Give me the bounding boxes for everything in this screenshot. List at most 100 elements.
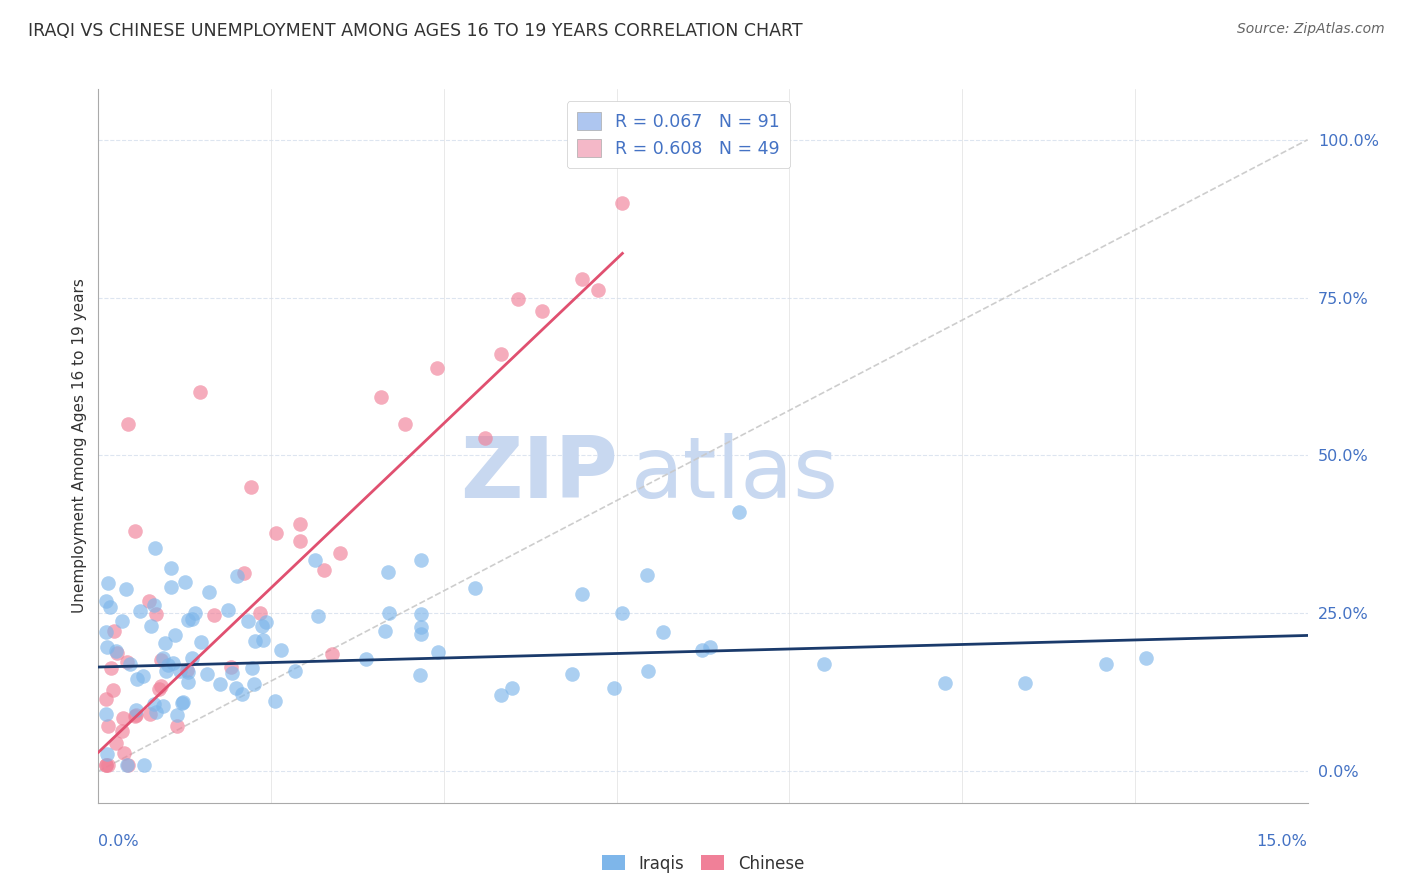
Point	[160, 560, 183, 574]
Point	[111, 614, 134, 628]
Text: ZIP: ZIP	[461, 433, 619, 516]
Point	[571, 272, 593, 286]
Point	[132, 669, 155, 683]
Point	[370, 391, 392, 405]
Point	[139, 619, 162, 633]
Point	[530, 303, 553, 318]
Point	[152, 699, 174, 714]
Point	[132, 758, 155, 772]
Point	[699, 640, 721, 654]
Point	[374, 624, 396, 638]
Point	[143, 698, 166, 712]
Point	[354, 652, 377, 666]
Point	[501, 681, 523, 695]
Point	[690, 642, 713, 657]
Point	[128, 604, 150, 618]
Point	[153, 636, 176, 650]
Point	[934, 675, 956, 690]
Point	[240, 661, 263, 675]
Point	[112, 711, 135, 725]
Point	[728, 505, 751, 519]
Point	[96, 692, 118, 706]
Point	[149, 653, 172, 667]
Point	[96, 758, 118, 772]
Point	[101, 683, 124, 698]
Text: IRAQI VS CHINESE UNEMPLOYMENT AMONG AGES 16 TO 19 YEARS CORRELATION CHART: IRAQI VS CHINESE UNEMPLOYMENT AMONG AGES…	[28, 22, 803, 40]
Point	[377, 566, 399, 580]
Point	[117, 417, 139, 431]
Point	[177, 675, 200, 690]
Point	[329, 545, 352, 559]
Point	[142, 598, 165, 612]
Point	[105, 736, 128, 750]
Point	[127, 672, 149, 686]
Point	[169, 664, 191, 678]
Point	[651, 625, 673, 640]
Point	[97, 576, 120, 591]
Point	[236, 614, 259, 628]
Point	[603, 681, 626, 695]
Legend: Iraqis, Chinese: Iraqis, Chinese	[595, 848, 811, 880]
Point	[1014, 675, 1036, 690]
Point	[1135, 650, 1157, 665]
Point	[217, 603, 239, 617]
Point	[97, 719, 120, 733]
Point	[96, 706, 118, 721]
Point	[426, 361, 449, 376]
Point	[183, 606, 205, 620]
Point	[190, 385, 212, 400]
Point	[474, 431, 496, 445]
Point	[314, 563, 336, 577]
Point	[172, 696, 194, 710]
Point	[378, 606, 401, 620]
Point	[155, 664, 177, 678]
Point	[264, 694, 287, 708]
Point	[176, 663, 198, 677]
Point	[162, 656, 184, 670]
Point	[174, 575, 197, 590]
Point	[117, 758, 139, 772]
Point	[221, 665, 243, 680]
Point	[110, 724, 132, 739]
Point	[813, 657, 835, 671]
Point	[96, 758, 118, 772]
Point	[612, 195, 634, 210]
Text: 0.0%: 0.0%	[98, 834, 139, 849]
Point	[409, 607, 432, 622]
Text: atlas: atlas	[630, 433, 838, 516]
Point	[288, 517, 311, 532]
Point	[100, 661, 122, 675]
Point	[125, 703, 148, 717]
Point	[243, 676, 266, 690]
Point	[120, 657, 142, 671]
Point	[231, 688, 253, 702]
Point	[138, 594, 160, 608]
Point	[249, 606, 271, 620]
Point	[225, 681, 247, 696]
Point	[181, 650, 204, 665]
Point	[117, 758, 139, 772]
Point	[409, 667, 432, 681]
Point	[209, 677, 232, 691]
Point	[571, 587, 593, 601]
Point	[304, 553, 326, 567]
Point	[254, 615, 277, 629]
Point	[252, 633, 274, 648]
Point	[284, 664, 307, 678]
Point	[409, 620, 432, 634]
Point	[181, 612, 204, 626]
Point	[98, 599, 121, 614]
Point	[288, 534, 311, 549]
Legend: R = 0.067   N = 91, R = 0.608   N = 49: R = 0.067 N = 91, R = 0.608 N = 49	[567, 102, 790, 169]
Point	[166, 708, 188, 723]
Point	[612, 607, 634, 621]
Point	[177, 665, 200, 679]
Point	[96, 625, 118, 640]
Point	[1095, 657, 1118, 671]
Point	[464, 582, 486, 596]
Point	[239, 480, 262, 494]
Point	[125, 707, 148, 722]
Point	[202, 607, 225, 622]
Point	[198, 585, 221, 599]
Point	[96, 594, 118, 608]
